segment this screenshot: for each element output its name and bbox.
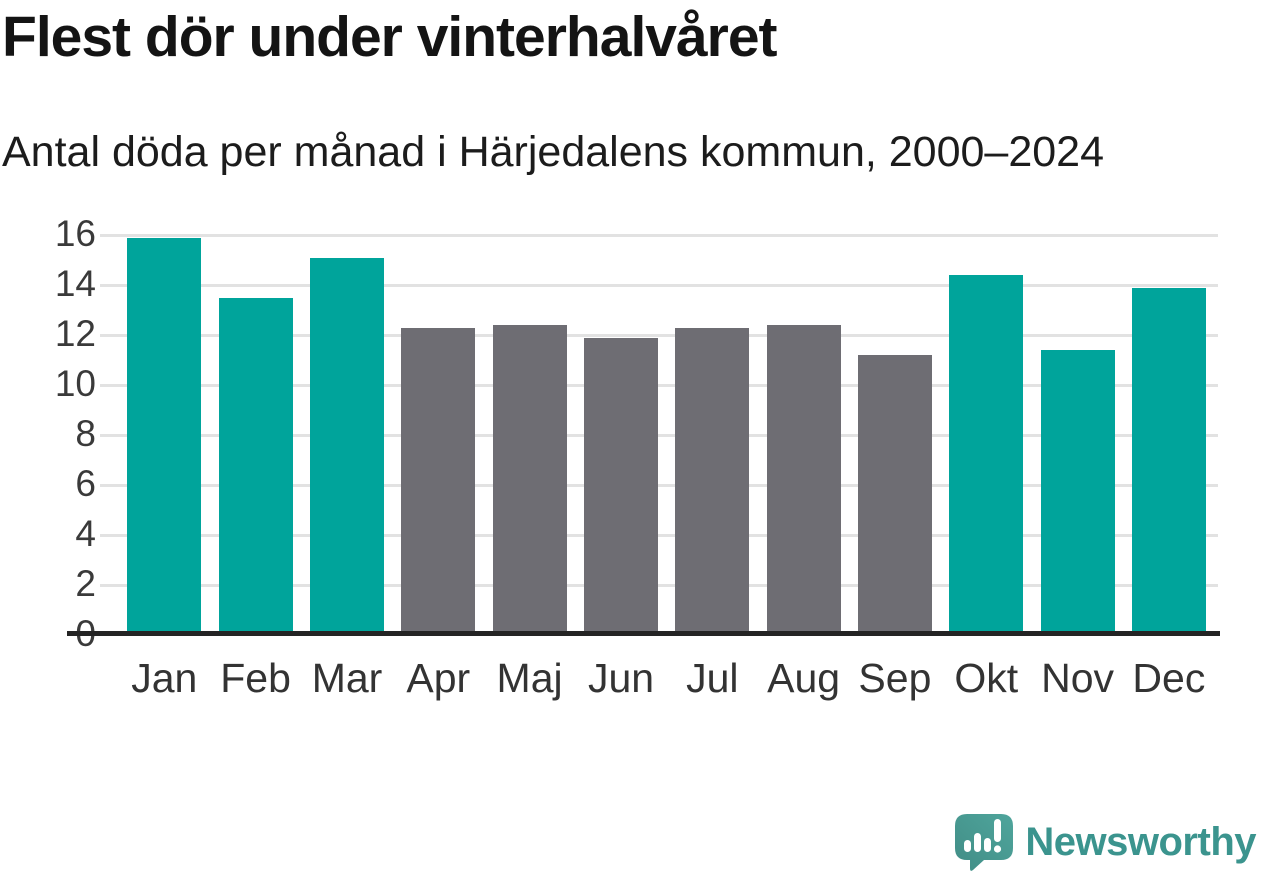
bar-mar (310, 257, 384, 635)
bar-nov (1040, 350, 1115, 635)
bar-sep (857, 355, 932, 635)
exclamation-bar-glyph (994, 819, 1002, 842)
x-axis-label-okt: Okt (954, 655, 1019, 701)
x-axis-label-sep: Sep (858, 655, 932, 701)
newsworthy-logo: Newsworthy (953, 810, 1256, 874)
y-axis-tick-label-12: 12 (54, 313, 96, 355)
y-axis-tick-label-6: 6 (75, 463, 96, 505)
bar-feb (218, 297, 293, 635)
gridline-y-8 (100, 433, 1218, 437)
x-axis-label-nov: Nov (1041, 655, 1115, 701)
x-axis-label-mar: Mar (311, 655, 383, 701)
gridline-y-14 (100, 283, 1218, 287)
y-axis-tick-label-14: 14 (54, 263, 96, 305)
bar-dec (1131, 287, 1206, 635)
y-axis-tick-label-8: 8 (75, 413, 96, 455)
exclamation-dot-glyph (994, 845, 1002, 853)
bar-jul (675, 327, 750, 635)
x-axis-baseline (67, 631, 1220, 636)
bar-maj (492, 325, 567, 635)
gridline-y-16 (100, 233, 1218, 237)
newsworthy-speech-bubble-bar-chart-icon (955, 814, 1014, 871)
x-axis-label-dec: Dec (1132, 655, 1206, 701)
bar-glyph-2 (974, 833, 982, 852)
x-axis-label-jun: Jun (587, 655, 655, 701)
x-axis-label-maj: Maj (496, 655, 563, 701)
plot-area (100, 233, 1218, 635)
bar-okt (949, 275, 1024, 635)
y-axis: 0246810121416 (0, 0, 96, 879)
newsworthy-wordmark: Newsworthy (1025, 819, 1256, 864)
bar-glyph-3 (984, 838, 992, 852)
chart-title: Flest dör under vinterhalvåret (2, 5, 778, 69)
y-axis-tick-label-2: 2 (75, 563, 96, 605)
x-axis: Jan Feb Mar Apr Maj Jun Jul Aug Sep Okt Nov Dec (0, 655, 1262, 705)
x-axis-label-feb: Feb (220, 655, 291, 701)
bar-jun (583, 337, 658, 635)
bar-aug (766, 325, 841, 635)
y-axis-tick-label-4: 4 (75, 513, 96, 555)
gridline-y-12 (100, 333, 1218, 337)
x-axis-label-jul: Jul (686, 655, 739, 701)
x-axis-label-jan: Jan (131, 655, 198, 701)
bar-apr (401, 327, 476, 635)
gridline-y-2 (100, 583, 1218, 587)
gridline-y-6 (100, 483, 1218, 487)
x-axis-label-aug: Aug (767, 655, 841, 701)
chart-subtitle: Antal döda per månad i Härjedalens kommu… (2, 128, 1105, 176)
bar-glyph-1 (964, 840, 972, 852)
gridline-y-10 (100, 383, 1218, 387)
y-axis-tick-label-16: 16 (54, 213, 96, 255)
x-axis-label-apr: Apr (406, 655, 471, 701)
y-axis-tick-label-10: 10 (54, 363, 96, 405)
gridline-y-4 (100, 533, 1218, 537)
bar-jan (127, 237, 202, 635)
